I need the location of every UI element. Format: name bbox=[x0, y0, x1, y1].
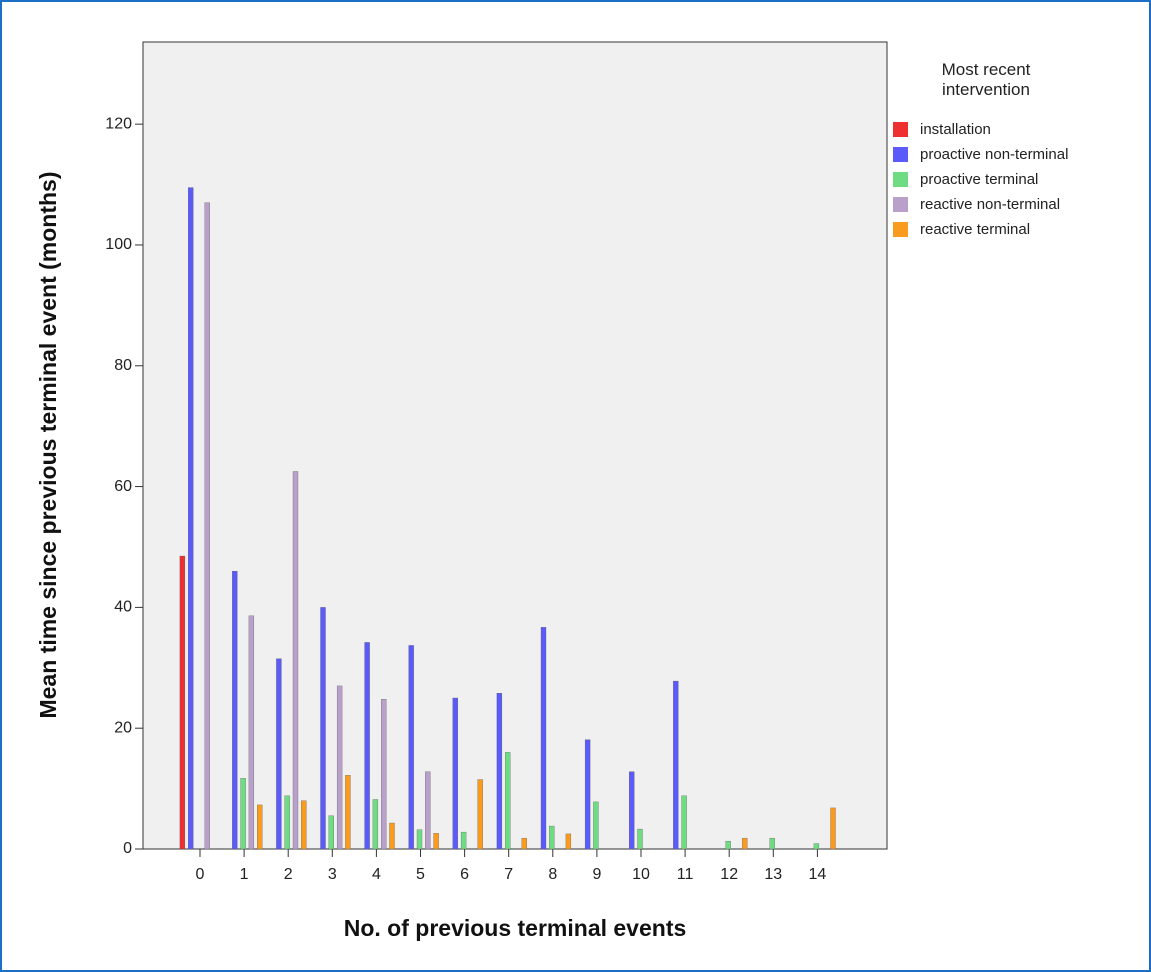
x-tick-label: 2 bbox=[284, 866, 293, 883]
bar bbox=[204, 202, 210, 850]
bar bbox=[372, 799, 379, 850]
bar bbox=[593, 801, 599, 850]
plot-area bbox=[142, 41, 888, 850]
x-tick-label: 4 bbox=[372, 866, 381, 883]
bar bbox=[452, 697, 458, 850]
bar bbox=[742, 837, 748, 850]
legend-swatch bbox=[893, 122, 908, 137]
bar bbox=[292, 471, 299, 850]
y-tick-label: 20 bbox=[114, 719, 132, 736]
x-tick-label: 6 bbox=[460, 866, 469, 883]
bar bbox=[389, 822, 395, 850]
legend-label: reactive terminal bbox=[920, 221, 1030, 238]
x-tick-label: 8 bbox=[548, 866, 557, 883]
bar bbox=[637, 828, 643, 850]
bar bbox=[336, 685, 343, 850]
bar bbox=[179, 555, 186, 850]
bar bbox=[540, 627, 547, 850]
y-tick-label: 120 bbox=[105, 115, 132, 132]
x-tick-label: 3 bbox=[328, 866, 337, 883]
bar bbox=[425, 771, 431, 850]
y-tick-label: 0 bbox=[123, 840, 132, 857]
x-tick-label: 5 bbox=[416, 866, 425, 883]
bar bbox=[232, 570, 238, 850]
bar bbox=[381, 699, 387, 850]
y-tick-label: 100 bbox=[105, 236, 132, 253]
x-tick-label: 14 bbox=[809, 866, 827, 883]
y-axis-title: Mean time since previous terminal event … bbox=[35, 171, 61, 718]
bar bbox=[257, 804, 263, 850]
bar bbox=[681, 795, 687, 850]
y-tick-label: 80 bbox=[114, 357, 132, 374]
legend-label: proactive terminal bbox=[920, 171, 1038, 188]
legend-swatch bbox=[893, 147, 908, 162]
x-tick-label: 0 bbox=[196, 866, 205, 883]
bar bbox=[830, 807, 836, 850]
bar bbox=[416, 829, 423, 850]
x-tick-label: 1 bbox=[240, 866, 249, 883]
bar bbox=[521, 837, 527, 850]
bar bbox=[505, 752, 511, 850]
bar bbox=[433, 833, 439, 850]
bar bbox=[320, 607, 326, 850]
y-tick-label: 40 bbox=[114, 599, 132, 616]
bar bbox=[813, 843, 820, 850]
bar bbox=[496, 693, 503, 850]
legend-swatch bbox=[893, 222, 908, 237]
bar bbox=[408, 645, 414, 850]
bar bbox=[769, 837, 775, 850]
bar bbox=[584, 739, 591, 850]
bar bbox=[673, 680, 679, 850]
bar bbox=[629, 771, 635, 850]
bar bbox=[549, 825, 555, 850]
legend-label: reactive non-terminal bbox=[920, 196, 1060, 213]
legend-label: proactive non-terminal bbox=[920, 146, 1068, 163]
legend-label: installation bbox=[920, 121, 991, 138]
bar bbox=[301, 800, 307, 850]
bar bbox=[565, 833, 572, 850]
bar bbox=[725, 840, 731, 850]
bar bbox=[248, 615, 255, 850]
bar bbox=[188, 187, 194, 850]
bar bbox=[364, 642, 370, 850]
y-tick-label: 60 bbox=[114, 478, 132, 495]
bar bbox=[284, 795, 290, 850]
legend-title: Most recent intervention bbox=[941, 60, 1031, 99]
x-tick-label: 12 bbox=[720, 866, 738, 883]
bar bbox=[328, 815, 334, 850]
legend-swatch bbox=[893, 172, 908, 187]
x-tick-label: 13 bbox=[764, 866, 782, 883]
bar bbox=[460, 831, 467, 850]
bar bbox=[276, 658, 282, 850]
x-tick-label: 10 bbox=[632, 866, 650, 883]
bar bbox=[345, 775, 351, 850]
bar bbox=[240, 778, 246, 850]
legend-swatch bbox=[893, 197, 908, 212]
x-tick-label: 9 bbox=[592, 866, 601, 883]
x-tick-label: 7 bbox=[504, 866, 513, 883]
x-axis-title: No. of previous terminal events bbox=[344, 915, 687, 941]
bar bbox=[477, 779, 483, 850]
x-tick-label: 11 bbox=[677, 866, 694, 883]
